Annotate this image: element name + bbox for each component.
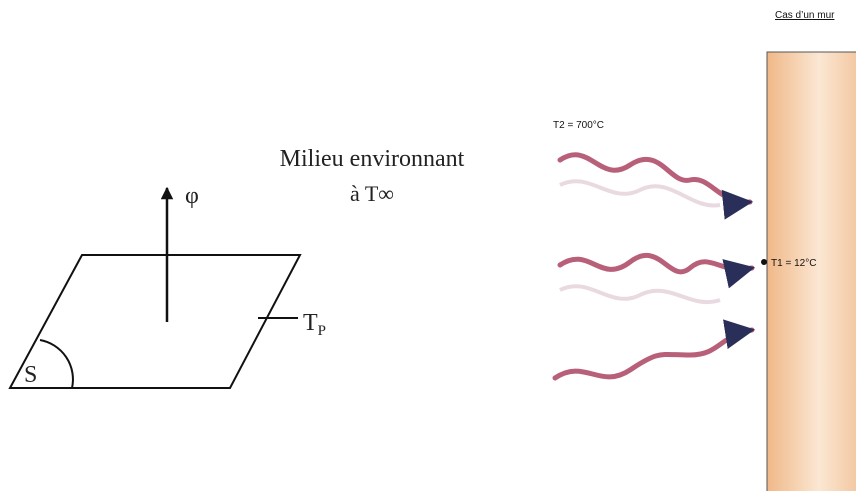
flux-label: φ [185,183,199,209]
surface-temp: TP [303,310,326,339]
wave-shadows [560,181,720,302]
angle-arc [40,340,73,388]
hot-temp: T2 = 700°C [553,120,604,131]
wave-shadow [560,286,720,302]
wave [560,155,750,202]
wave [555,330,752,378]
medium-label: Milieu environnant [280,146,465,172]
wave [560,255,752,271]
wall-temp: T1 = 12°C [771,258,816,269]
surface-plane [10,255,300,388]
wall-title: Cas d’un mur [775,10,835,21]
medium-temp: à T∞ [350,181,394,206]
wall [767,52,856,491]
diagram: φ Milieu environnant à T∞ TP S Cas d’un … [0,0,856,491]
wave-shadow [560,181,720,205]
wall-point [761,259,767,265]
surface-label: S [24,362,37,388]
